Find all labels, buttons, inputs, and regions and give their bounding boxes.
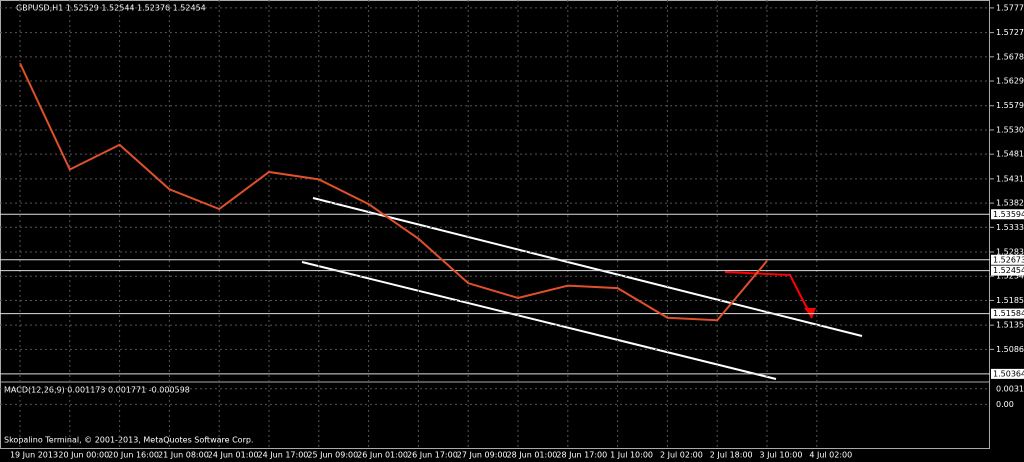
forecast-arrow [724, 271, 813, 319]
y-tick-label: 1.55790 [996, 101, 1024, 110]
plot-frame [0, 0, 990, 449]
price-line [19, 62, 768, 322]
level-tag [991, 209, 1024, 220]
level-label: 1.50364 [993, 369, 1024, 378]
y-tick-label: 1.54310 [996, 174, 1024, 183]
x-tick-label: 2 Jul 18:00 [710, 451, 753, 460]
y-tick-label: 1.52830 [996, 248, 1024, 257]
x-tick-label: 26 Jun 01:00 [357, 451, 408, 460]
x-tick-label: 28 Jun 01:00 [507, 451, 558, 460]
x-tick-label: 27 Jun 09:00 [457, 451, 508, 460]
x-tick-label: 20 Jun 16:00 [108, 451, 159, 460]
x-tick-label: 24 Jun 17:00 [258, 451, 309, 460]
x-tick-label: 28 Jun 17:00 [556, 451, 607, 460]
y-tick-label: 1.57270 [996, 28, 1024, 37]
level-label: 1.53594 [993, 210, 1024, 219]
x-tick-label: 24 Jun 01:00 [208, 451, 259, 460]
channel-line [301, 261, 777, 380]
y-tick-label: 1.56290 [996, 77, 1024, 86]
y-tick-label: 1.52340 [996, 272, 1024, 281]
y-tick-label: 1.55300 [996, 125, 1024, 134]
macd-label: MACD(12,26,9) 0.001173 0.001771 -0.00059… [4, 386, 190, 395]
x-tick-label: 26 Jun 17:00 [407, 451, 458, 460]
level-tag [991, 265, 1024, 276]
level-tag [991, 254, 1024, 265]
x-tick-label: 25 Jun 09:00 [307, 451, 358, 460]
level-label: 1.52454 [993, 266, 1024, 275]
y-tick-label: 1.56780 [996, 52, 1024, 61]
x-tick-label: 20 Jun 00:00 [58, 451, 109, 460]
y-tick-label: 1.51350 [996, 321, 1024, 330]
y-tick-label: 1.57770 [996, 3, 1024, 12]
y-tick-label: 1.50860 [996, 345, 1024, 354]
macd-tick-label: 0.003115 [996, 384, 1024, 393]
x-tick-label: 4 Jul 02:00 [809, 451, 852, 460]
level-tag [991, 308, 1024, 319]
x-tick-label: 19 Jun 2013 [10, 451, 58, 460]
level-label: 1.52673 [993, 255, 1024, 264]
y-tick-label: 1.54810 [996, 150, 1024, 159]
level-tag [991, 368, 1024, 379]
x-tick-label: 3 Jul 10:00 [760, 451, 803, 460]
arrow-head [804, 308, 816, 318]
x-tick-label: 2 Jul 02:00 [660, 451, 703, 460]
macd-tick-label: 0.00 [996, 400, 1014, 409]
footer: Skopalino Terminal, © 2001-2013, MetaQuo… [4, 436, 253, 445]
x-tick-label: 1 Jul 10:00 [610, 451, 653, 460]
channel-line [312, 197, 863, 337]
y-tick-label: 1.51850 [996, 296, 1024, 305]
y-tick-label: 1.53820 [996, 199, 1024, 208]
level-label: 1.51584 [993, 309, 1024, 318]
x-tick-label: 21 Jun 08:00 [158, 451, 209, 460]
y-tick-label: 1.53330 [996, 223, 1024, 232]
